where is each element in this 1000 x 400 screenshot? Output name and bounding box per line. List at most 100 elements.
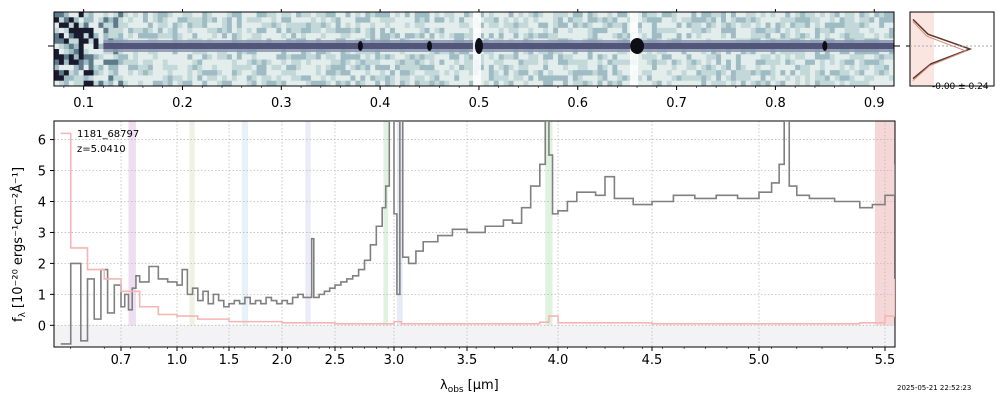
heatmap-cell xyxy=(696,22,702,29)
heatmap-cell xyxy=(128,33,134,39)
heatmap-cell xyxy=(54,22,60,29)
heatmap-cell xyxy=(301,17,307,24)
heatmap-cell xyxy=(222,70,228,76)
heatmap-cell xyxy=(424,70,431,76)
heatmap-cell xyxy=(380,80,386,86)
heatmap-cell xyxy=(518,17,524,24)
heatmap-cell xyxy=(98,22,104,29)
heatmap-cell xyxy=(646,64,653,71)
heatmap-cell xyxy=(83,27,90,34)
heatmap-cell xyxy=(83,59,90,66)
heatmap-cell xyxy=(577,64,584,71)
heatmap-cell xyxy=(355,80,361,86)
heatmap-cell xyxy=(503,70,510,76)
heatmap-cell xyxy=(592,64,599,71)
heatmap-cell xyxy=(671,75,678,82)
heatmap-cell xyxy=(162,70,169,76)
heatmap-cell xyxy=(671,17,678,24)
heatmap-cell xyxy=(824,75,831,82)
heatmap-cell xyxy=(523,27,529,34)
heatmap-cell xyxy=(93,59,99,66)
heatmap-cell xyxy=(859,33,865,39)
heatmap-cell xyxy=(118,64,124,71)
heatmap-cell xyxy=(518,27,524,34)
heatmap-cell xyxy=(538,27,544,34)
heatmap-cell xyxy=(478,59,485,66)
heatmap-cell xyxy=(380,27,386,34)
heatmap-cell xyxy=(518,70,524,76)
heatmap-cell xyxy=(790,12,796,18)
heatmap-cell xyxy=(681,12,687,18)
heatmap-cell xyxy=(434,70,440,76)
heatmap-cell xyxy=(306,54,312,61)
heatmap-cell xyxy=(296,64,302,71)
heatmap-cell xyxy=(177,75,183,82)
heatmap-cell xyxy=(236,80,243,86)
heatmap-cell xyxy=(765,80,771,86)
x-tick-label-2d: 0.2 xyxy=(172,96,193,111)
heatmap-cell xyxy=(261,17,267,24)
heatmap-cell xyxy=(824,54,831,61)
heatmap-cell xyxy=(231,59,238,66)
heatmap-cell xyxy=(740,80,747,86)
heatmap-cell xyxy=(98,33,104,39)
heatmap-cell xyxy=(147,33,154,39)
x-tick-label-2d: 0.1 xyxy=(73,96,94,111)
heatmap-cell xyxy=(301,59,307,66)
heatmap-cell xyxy=(795,80,801,86)
heatmap-cell xyxy=(118,59,124,66)
heatmap-cell xyxy=(829,75,836,82)
heatmap-cell xyxy=(824,70,831,76)
heatmap-cell xyxy=(543,12,549,18)
heatmap-cell xyxy=(266,17,272,24)
heatmap-cell xyxy=(73,17,80,24)
heatmap-cell xyxy=(167,54,174,61)
heatmap-cell xyxy=(735,80,742,86)
heatmap-cell xyxy=(231,17,238,24)
heatmap-cell xyxy=(157,12,164,18)
heatmap-cell xyxy=(212,75,218,82)
heatmap-cell xyxy=(434,64,440,71)
heatmap-cell xyxy=(646,12,653,18)
heatmap-cell xyxy=(222,59,228,66)
heatmap-cell xyxy=(172,17,179,24)
heatmap-cell xyxy=(612,33,618,39)
heatmap-cell xyxy=(113,75,119,82)
heatmap-cell xyxy=(859,59,865,66)
heatmap-cell xyxy=(78,64,85,71)
heatmap-cell xyxy=(562,17,569,24)
heatmap-cell xyxy=(54,27,60,34)
heatmap-cell xyxy=(380,33,386,39)
heatmap-cell xyxy=(785,27,791,34)
heatmap-cell xyxy=(646,75,653,82)
heatmap-cell xyxy=(686,75,692,82)
heatmap-cell xyxy=(814,64,821,71)
heatmap-cell xyxy=(271,12,277,18)
heatmap-cell xyxy=(414,27,421,34)
heatmap-cell xyxy=(572,33,579,39)
heatmap-cell xyxy=(829,17,836,24)
heatmap-cell xyxy=(187,59,193,66)
heatmap-cell xyxy=(740,75,747,82)
heatmap-cell xyxy=(251,17,258,24)
heatmap-cell xyxy=(429,80,435,86)
heatmap-cell xyxy=(454,17,460,24)
heatmap-cell xyxy=(108,17,114,24)
heatmap-cell xyxy=(785,22,791,29)
heatmap-cell xyxy=(513,12,519,18)
heatmap-cell xyxy=(310,59,317,66)
heatmap-cell xyxy=(488,70,495,76)
heatmap-cell xyxy=(58,75,65,82)
heatmap-cell xyxy=(874,59,880,66)
heatmap-cell xyxy=(775,12,781,18)
heatmap-cell xyxy=(805,75,811,82)
heatmap-cell xyxy=(770,17,776,24)
heatmap-cell xyxy=(261,54,267,61)
heatmap-cell xyxy=(854,80,860,86)
heatmap-cell xyxy=(385,64,391,71)
heatmap-cell xyxy=(533,33,539,39)
heatmap-cell xyxy=(390,64,396,71)
heatmap-cell xyxy=(291,27,297,34)
heatmap-cell xyxy=(310,64,317,71)
heatmap-cell xyxy=(612,75,618,82)
